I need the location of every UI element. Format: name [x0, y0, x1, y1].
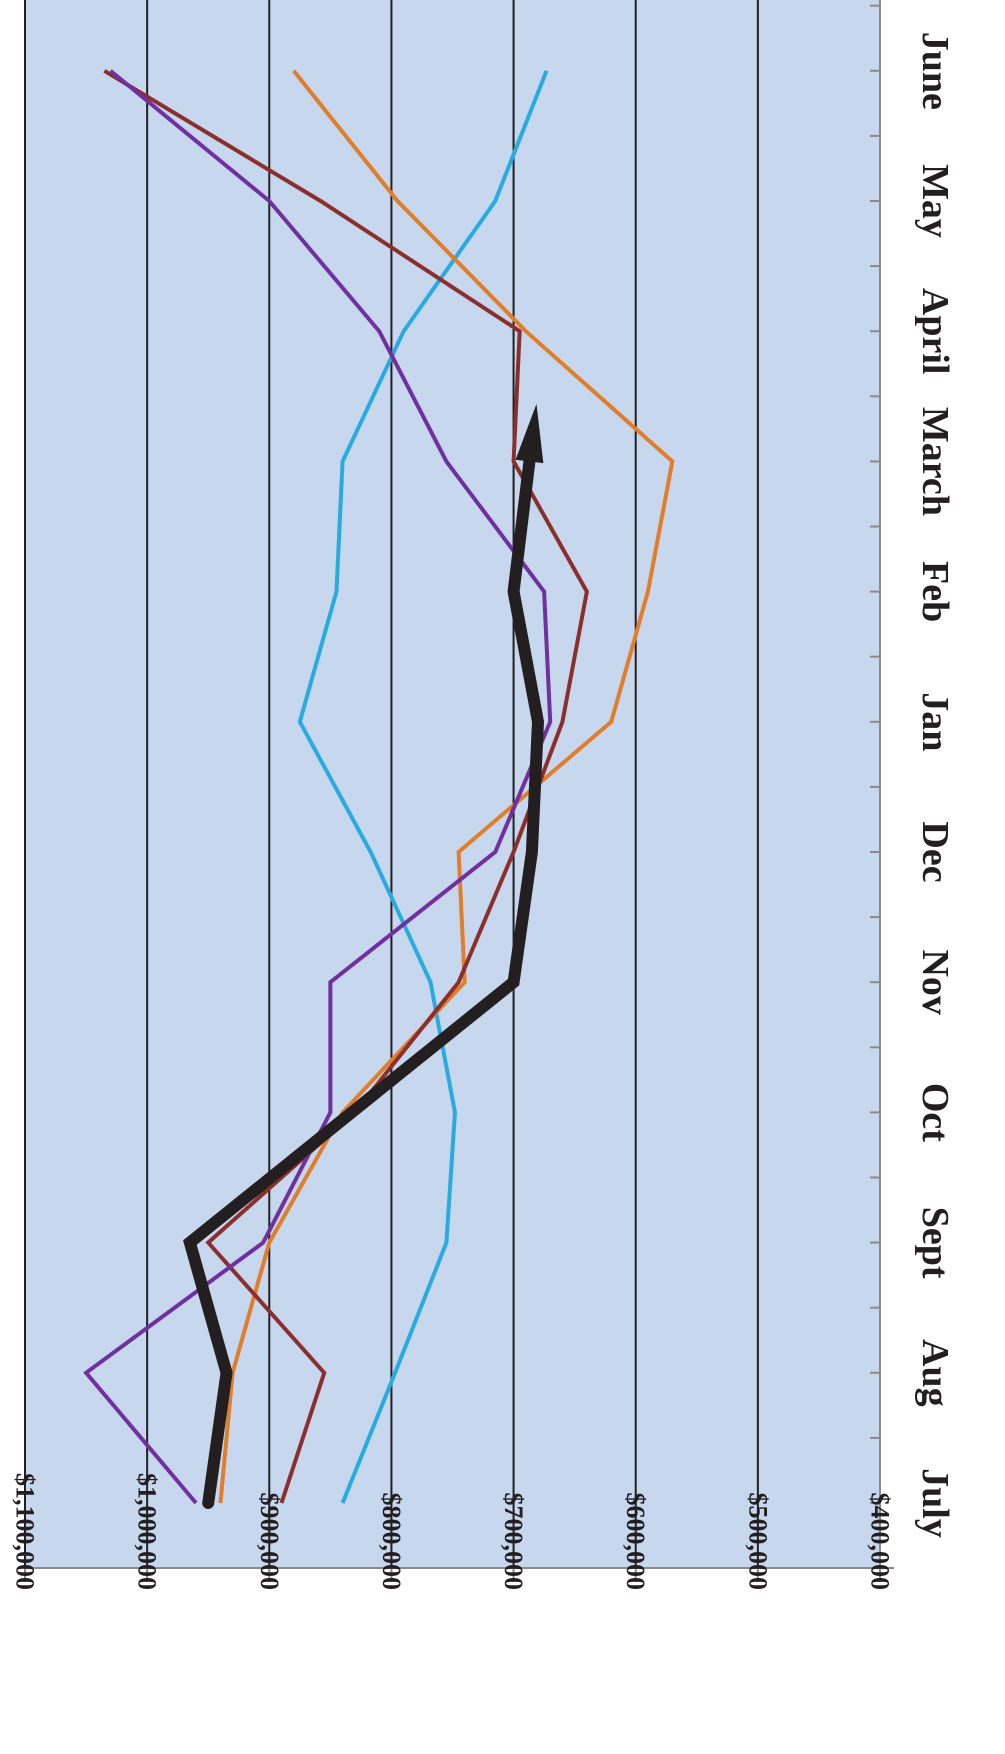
plot-background	[25, 0, 880, 1568]
series-line-5	[183, 455, 545, 1509]
y-tick-label: $1,000,000	[133, 1473, 162, 1590]
x-tick-label: June	[914, 32, 956, 110]
x-axis-labels: July Aug Sept Oct Nov Dec Jan Feb March April May J…	[914, 32, 956, 1538]
y-tick-label: $1,100,000	[11, 1473, 40, 1590]
series-line-4	[83, 69, 553, 1505]
x-tick-label: Sept	[914, 1207, 956, 1279]
plot-area-group	[24, 0, 894, 1582]
y-tick-label: $700,000	[499, 1493, 528, 1591]
y-axis-labels: $400,000 $500,000 $600,000 $700,000 $800,000…	[11, 1473, 895, 1590]
x-tick-label: April	[914, 288, 956, 375]
x-tick-label: July	[914, 1468, 956, 1538]
x-tick-label: March	[914, 407, 956, 516]
x-tick-label: Feb	[914, 561, 956, 622]
y-tick-label: $800,000	[377, 1493, 406, 1591]
x-tick-label: Aug	[914, 1339, 956, 1407]
y-tick-label: $400,000	[866, 1493, 895, 1591]
x-tick-label: Dec	[914, 821, 956, 882]
x-tick-label: Oct	[914, 1083, 956, 1142]
y-tick-label: $500,000	[743, 1493, 772, 1591]
x-tick-label: Nov	[914, 949, 956, 1014]
x-tick-label: Jan	[914, 692, 956, 751]
y-tick-label: $900,000	[255, 1493, 284, 1591]
x-tick-label: May	[914, 164, 956, 238]
series-arrowhead	[515, 403, 544, 464]
y-tick-label: $600,000	[621, 1493, 650, 1591]
series-line-1	[297, 70, 549, 1504]
